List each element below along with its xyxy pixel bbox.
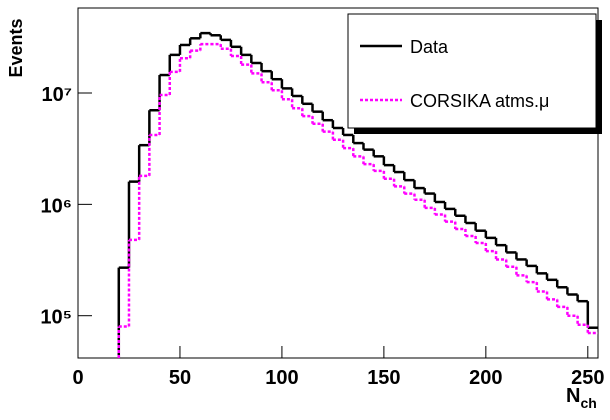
legend-box [347,13,597,129]
x-axis-label: Nch [566,385,597,411]
x-tick-label: 100 [265,367,298,389]
x-tick-label: 0 [72,367,83,389]
x-tick-label: 50 [169,367,191,389]
y-tick-label: 10⁶ [41,195,72,217]
x-axis-label-sub: ch [580,395,596,411]
y-axis-label: Events [6,18,26,77]
legend-label: CORSIKA atms.μ [410,91,549,111]
x-tick-label: 150 [367,367,400,389]
y-tick-label: 10⁷ [42,84,73,106]
x-tick-label: 250 [571,367,604,389]
legend-label: Data [410,37,449,57]
x-axis-label-main: N [566,385,580,407]
x-tick-label: 200 [469,367,502,389]
y-tick-label: 10⁵ [40,307,72,329]
